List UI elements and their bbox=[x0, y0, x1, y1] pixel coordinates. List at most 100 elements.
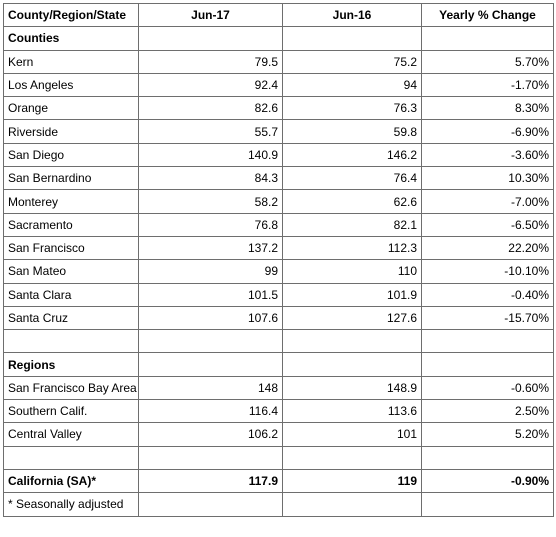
header-cell: Jun-16 bbox=[282, 2, 422, 28]
value-cell: 107.6 bbox=[138, 305, 283, 331]
value-cell: 76.3 bbox=[282, 96, 422, 121]
empty-cell bbox=[421, 445, 554, 470]
blank-row bbox=[3, 329, 554, 354]
empty-cell bbox=[421, 26, 554, 51]
empty-cell bbox=[282, 492, 422, 517]
name-cell: San Francisco bbox=[3, 235, 139, 261]
name-cell: San Bernardino bbox=[3, 166, 139, 191]
data-row: Kern 79.5 75.2 5.70% bbox=[3, 49, 554, 74]
name-cell: Monterey bbox=[3, 189, 139, 214]
name-cell: Kern bbox=[3, 49, 139, 74]
value-cell: -6.90% bbox=[421, 119, 554, 144]
empty-cell bbox=[421, 352, 554, 377]
value-cell: -10.10% bbox=[421, 259, 554, 284]
value-cell: -6.50% bbox=[421, 212, 554, 237]
empty-cell bbox=[138, 329, 283, 354]
value-cell: 94 bbox=[282, 72, 422, 98]
value-cell: -7.00% bbox=[421, 189, 554, 214]
data-row: Santa Cruz 107.6 127.6 -15.70% bbox=[3, 305, 554, 331]
header-cell: Yearly % Change bbox=[421, 2, 554, 28]
data-row: Monterey 58.2 62.6 -7.00% bbox=[3, 189, 554, 214]
data-row: Central Valley 106.2 101 5.20% bbox=[3, 422, 554, 447]
value-cell: 101.9 bbox=[282, 282, 422, 307]
value-cell: 117.9 bbox=[138, 468, 283, 494]
value-cell: 148.9 bbox=[282, 375, 422, 401]
value-cell: 116.4 bbox=[138, 399, 283, 424]
name-cell: Southern Calif. bbox=[3, 399, 139, 424]
value-cell: 106.2 bbox=[138, 422, 283, 447]
empty-cell bbox=[282, 445, 422, 470]
value-cell: 113.6 bbox=[282, 399, 422, 424]
blank-row bbox=[3, 445, 554, 470]
data-row: San Francisco 137.2 112.3 22.20% bbox=[3, 235, 554, 261]
value-cell: 8.30% bbox=[421, 96, 554, 121]
value-cell: -0.60% bbox=[421, 375, 554, 401]
value-cell: 5.20% bbox=[421, 422, 554, 447]
name-cell: Central Valley bbox=[3, 422, 139, 447]
empty-cell bbox=[282, 352, 422, 377]
data-row: Orange 82.6 76.3 8.30% bbox=[3, 96, 554, 121]
data-row: San Francisco Bay Area 148 148.9 -0.60% bbox=[3, 375, 554, 401]
name-cell: Riverside bbox=[3, 119, 139, 144]
name-cell: California (SA)* bbox=[3, 468, 139, 494]
total-row: California (SA)* 117.9 119 -0.90% bbox=[3, 468, 554, 494]
value-cell: 92.4 bbox=[138, 72, 283, 98]
empty-cell bbox=[138, 445, 283, 470]
empty-cell bbox=[282, 329, 422, 354]
name-cell: Orange bbox=[3, 96, 139, 121]
data-row: Santa Clara 101.5 101.9 -0.40% bbox=[3, 282, 554, 307]
section-title: Counties bbox=[3, 26, 139, 51]
section-row: Counties bbox=[3, 26, 554, 51]
value-cell: 22.20% bbox=[421, 235, 554, 261]
value-cell: 5.70% bbox=[421, 49, 554, 74]
footnote-row: * Seasonally adjusted bbox=[3, 492, 554, 517]
empty-cell bbox=[421, 329, 554, 354]
value-cell: 146.2 bbox=[282, 142, 422, 168]
empty-cell bbox=[138, 26, 283, 51]
value-cell: 75.2 bbox=[282, 49, 422, 74]
value-cell: 140.9 bbox=[138, 142, 283, 168]
header-row: County/Region/State Jun-17 Jun-16 Yearly % … bbox=[3, 2, 554, 28]
value-cell: 10.30% bbox=[421, 166, 554, 191]
name-cell: Sacramento bbox=[3, 212, 139, 237]
empty-cell bbox=[138, 492, 283, 517]
data-row: Southern Calif. 116.4 113.6 2.50% bbox=[3, 399, 554, 424]
table-body: County/Region/State Jun-17 Jun-16 Yearly % … bbox=[3, 2, 554, 517]
empty-cell bbox=[3, 329, 139, 354]
value-cell: 82.1 bbox=[282, 212, 422, 237]
value-cell: 62.6 bbox=[282, 189, 422, 214]
value-cell: 119 bbox=[282, 468, 422, 494]
data-row: Los Angeles 92.4 94 -1.70% bbox=[3, 72, 554, 98]
value-cell: 76.4 bbox=[282, 166, 422, 191]
value-cell: -0.90% bbox=[421, 468, 554, 494]
empty-cell bbox=[421, 492, 554, 517]
value-cell: 84.3 bbox=[138, 166, 283, 191]
value-cell: 101 bbox=[282, 422, 422, 447]
empty-cell bbox=[138, 352, 283, 377]
value-cell: 55.7 bbox=[138, 119, 283, 144]
name-cell: Santa Cruz bbox=[3, 305, 139, 331]
name-cell: San Francisco Bay Area bbox=[3, 375, 139, 401]
value-cell: 58.2 bbox=[138, 189, 283, 214]
footnote: * Seasonally adjusted bbox=[3, 492, 139, 517]
value-cell: -1.70% bbox=[421, 72, 554, 98]
value-cell: 76.8 bbox=[138, 212, 283, 237]
data-row: Sacramento 76.8 82.1 -6.50% bbox=[3, 212, 554, 237]
value-cell: -15.70% bbox=[421, 305, 554, 331]
section-title: Regions bbox=[3, 352, 139, 377]
header-cell: Jun-17 bbox=[138, 2, 283, 28]
header-cell: County/Region/State bbox=[3, 2, 139, 28]
name-cell: Santa Clara bbox=[3, 282, 139, 307]
value-cell: 99 bbox=[138, 259, 283, 284]
value-cell: 112.3 bbox=[282, 235, 422, 261]
value-cell: -3.60% bbox=[421, 142, 554, 168]
value-cell: 148 bbox=[138, 375, 283, 401]
value-cell: -0.40% bbox=[421, 282, 554, 307]
data-row: San Mateo 99 110 -10.10% bbox=[3, 259, 554, 284]
value-cell: 110 bbox=[282, 259, 422, 284]
empty-cell bbox=[282, 26, 422, 51]
data-row: San Diego 140.9 146.2 -3.60% bbox=[3, 142, 554, 168]
empty-cell bbox=[3, 445, 139, 470]
data-table: County/Region/State Jun-17 Jun-16 Yearly % … bbox=[3, 2, 554, 517]
